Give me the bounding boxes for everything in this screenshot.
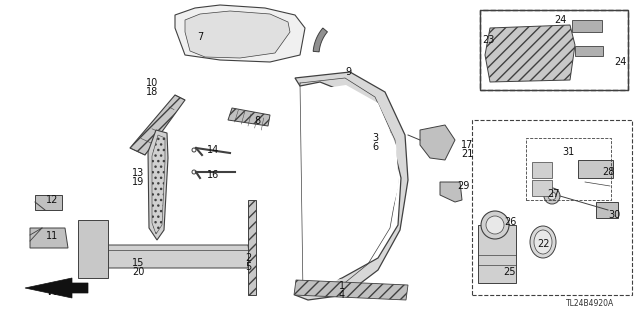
Bar — [575, 46, 603, 56]
Bar — [532, 180, 552, 196]
Circle shape — [486, 216, 504, 234]
Polygon shape — [175, 5, 305, 62]
Polygon shape — [25, 278, 88, 298]
Polygon shape — [30, 228, 68, 248]
Text: 6: 6 — [372, 142, 378, 152]
Circle shape — [90, 249, 96, 255]
Text: 15: 15 — [132, 258, 144, 268]
Circle shape — [548, 192, 556, 200]
Text: 28: 28 — [602, 167, 614, 177]
Text: 11: 11 — [46, 231, 58, 241]
Polygon shape — [228, 108, 270, 126]
Polygon shape — [248, 200, 256, 295]
Bar — [532, 162, 552, 178]
Circle shape — [164, 255, 172, 262]
Polygon shape — [302, 85, 399, 290]
Polygon shape — [185, 11, 290, 58]
Bar — [249, 258, 254, 263]
Bar — [480, 10, 628, 90]
Text: TL24B4920A: TL24B4920A — [566, 299, 614, 308]
Circle shape — [205, 255, 211, 262]
Text: 30: 30 — [608, 210, 620, 220]
Circle shape — [90, 232, 96, 238]
Polygon shape — [440, 182, 462, 202]
Polygon shape — [295, 72, 408, 300]
Text: 27: 27 — [548, 189, 560, 199]
Text: 12: 12 — [46, 195, 58, 205]
Circle shape — [90, 265, 96, 271]
Polygon shape — [100, 245, 249, 268]
Text: 13: 13 — [132, 168, 144, 178]
Polygon shape — [130, 95, 185, 155]
Bar — [480, 10, 628, 90]
Text: 24: 24 — [614, 57, 626, 67]
Text: 22: 22 — [538, 239, 550, 249]
Bar — [472, 120, 632, 295]
Circle shape — [157, 162, 163, 167]
Text: 23: 23 — [482, 35, 494, 45]
Text: 24: 24 — [554, 15, 566, 25]
Bar — [572, 20, 602, 32]
Circle shape — [157, 207, 163, 212]
Circle shape — [184, 255, 191, 262]
Text: 16: 16 — [207, 170, 219, 180]
Polygon shape — [294, 280, 408, 300]
Text: 10: 10 — [146, 78, 158, 88]
Circle shape — [106, 255, 113, 262]
Bar — [526, 138, 611, 200]
Text: 9: 9 — [345, 67, 351, 77]
Circle shape — [192, 148, 196, 152]
Text: 8: 8 — [254, 116, 260, 126]
Bar — [249, 273, 254, 278]
Circle shape — [544, 188, 560, 204]
Bar — [249, 213, 254, 218]
Circle shape — [145, 255, 152, 262]
Text: 19: 19 — [132, 177, 144, 187]
Circle shape — [225, 255, 232, 262]
Bar — [578, 160, 613, 178]
Bar — [249, 228, 254, 233]
Text: FR.: FR. — [47, 287, 65, 297]
Text: 25: 25 — [504, 267, 516, 277]
Polygon shape — [313, 28, 328, 52]
Bar — [249, 243, 254, 248]
Text: 7: 7 — [197, 32, 203, 42]
Polygon shape — [420, 125, 455, 160]
Polygon shape — [485, 25, 575, 82]
Bar — [478, 225, 516, 283]
Circle shape — [125, 255, 131, 262]
Text: 20: 20 — [132, 267, 144, 277]
Text: 2: 2 — [245, 253, 251, 263]
Text: 5: 5 — [245, 262, 251, 272]
Polygon shape — [78, 220, 108, 278]
Text: 1: 1 — [339, 281, 345, 291]
Polygon shape — [148, 130, 168, 240]
Text: 26: 26 — [504, 217, 516, 227]
Ellipse shape — [530, 226, 556, 258]
Ellipse shape — [534, 230, 552, 254]
Bar — [596, 202, 618, 218]
Text: 4: 4 — [339, 290, 345, 300]
Text: 3: 3 — [372, 133, 378, 143]
Text: 29: 29 — [457, 181, 469, 191]
Text: 14: 14 — [207, 145, 219, 155]
Circle shape — [192, 170, 196, 174]
Text: 21: 21 — [461, 149, 473, 159]
Circle shape — [157, 177, 163, 182]
Circle shape — [157, 192, 163, 197]
Polygon shape — [35, 195, 62, 210]
Text: 18: 18 — [146, 87, 158, 97]
Text: 31: 31 — [562, 147, 574, 157]
Circle shape — [481, 211, 509, 239]
Text: 17: 17 — [461, 140, 473, 150]
